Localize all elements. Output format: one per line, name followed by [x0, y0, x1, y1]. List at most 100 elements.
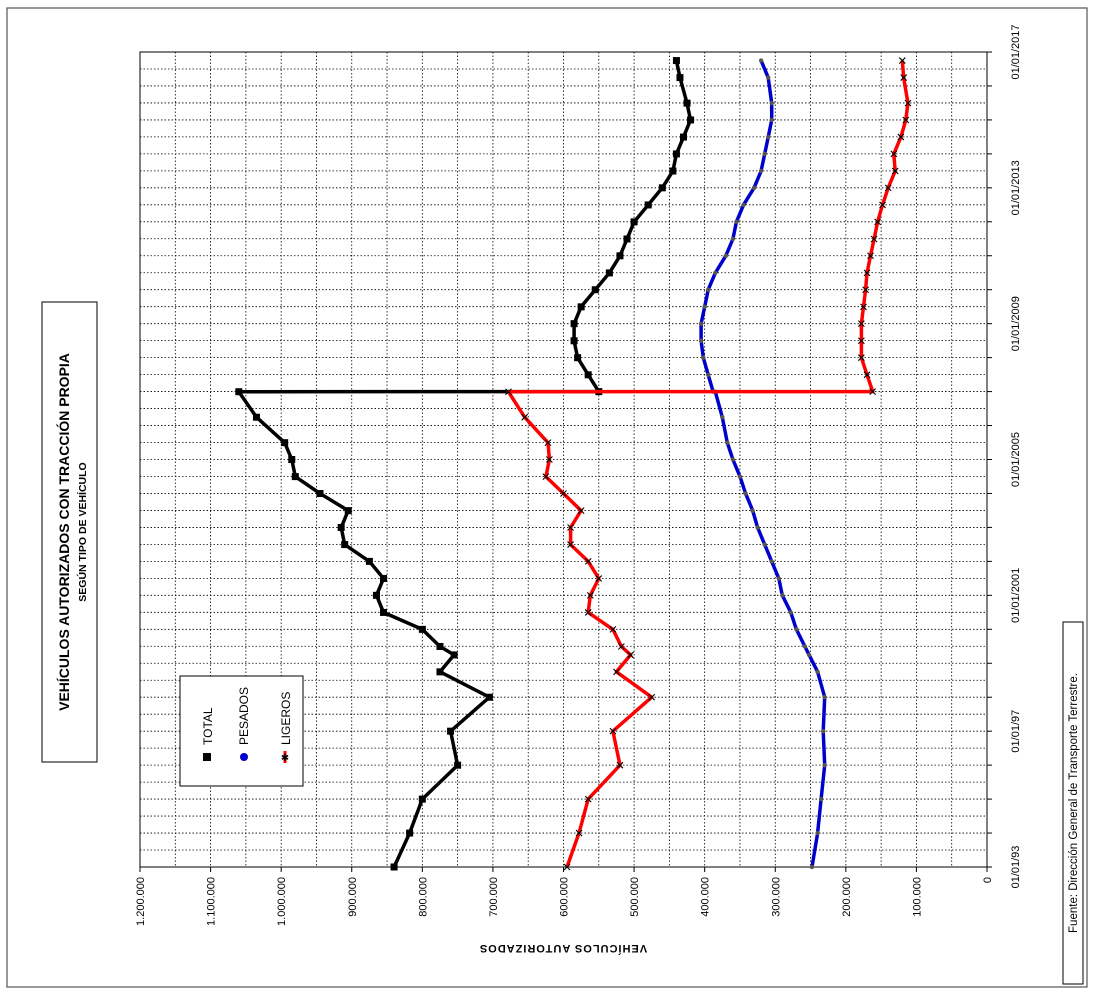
data-point	[902, 116, 910, 124]
data-point	[687, 116, 695, 124]
data-point	[863, 269, 871, 277]
series-layer	[235, 57, 912, 871]
data-point	[765, 75, 771, 80]
data-point	[806, 652, 812, 658]
data-point	[616, 761, 624, 769]
data-point	[545, 456, 553, 463]
data-point	[658, 184, 666, 192]
y-tick-label: 700.000	[488, 877, 500, 917]
data-point	[567, 541, 574, 548]
data-point	[584, 609, 592, 616]
data-point	[380, 575, 388, 583]
data-point	[769, 100, 774, 106]
chart-subtitle: SEGÚN TIPO DE VEHÍCULO	[76, 462, 89, 601]
data-point	[567, 524, 574, 531]
x-tick-label: 01/01/97	[1010, 710, 1022, 753]
data-point	[418, 795, 426, 803]
data-point	[365, 557, 373, 565]
data-point	[584, 371, 592, 379]
data-point	[669, 167, 677, 175]
data-point	[584, 795, 592, 803]
y-tick-label: 900.000	[347, 877, 359, 917]
data-point	[794, 627, 799, 632]
y-tick-label: 400.000	[700, 877, 712, 917]
data-point	[822, 695, 827, 700]
data-point	[644, 201, 652, 209]
data-point	[679, 133, 687, 141]
data-point	[705, 287, 711, 292]
series-ligeros	[505, 57, 912, 871]
data-point	[613, 668, 620, 676]
series-total	[235, 57, 695, 871]
y-tick-label: 500.000	[629, 877, 641, 917]
data-point	[750, 508, 755, 513]
data-point	[780, 593, 785, 598]
data-point	[584, 558, 592, 565]
y-tick-label: 1.000.000	[276, 877, 288, 926]
data-point	[344, 507, 352, 515]
data-point	[821, 728, 826, 734]
data-point	[891, 167, 899, 175]
data-point	[672, 57, 680, 65]
y-tick-label: 300.000	[770, 877, 782, 917]
data-point	[702, 304, 707, 310]
data-point	[485, 693, 493, 701]
data-point	[734, 219, 739, 225]
data-point	[447, 727, 455, 735]
data-point	[570, 320, 578, 328]
data-point	[904, 99, 912, 107]
y-tick-label: 200.000	[841, 877, 853, 917]
data-point	[755, 525, 760, 530]
data-point	[454, 761, 462, 769]
data-point	[809, 864, 815, 870]
data-point	[627, 651, 634, 659]
data-point	[609, 625, 617, 633]
data-point	[890, 150, 898, 158]
data-point	[884, 184, 892, 192]
data-point	[252, 413, 260, 421]
data-point	[630, 218, 638, 226]
data-point	[758, 168, 764, 174]
data-point	[857, 337, 865, 345]
data-point	[563, 863, 571, 871]
data-point	[648, 693, 656, 701]
data-point	[802, 644, 808, 649]
data-point	[860, 303, 867, 311]
data-point	[870, 235, 878, 243]
y-axis-title: VEHÍCULOS AUTORIZADOS	[479, 942, 647, 955]
legend-label-pesados: PESADOS	[237, 687, 251, 745]
data-point	[521, 413, 529, 421]
data-point	[560, 490, 567, 497]
data-point	[380, 608, 388, 616]
data-point	[743, 491, 748, 496]
data-point	[450, 651, 458, 659]
data-point	[720, 414, 725, 420]
data-point	[737, 474, 743, 479]
data-point	[863, 371, 871, 379]
data-point	[436, 642, 444, 650]
data-point	[605, 269, 613, 277]
data-point	[542, 473, 550, 480]
data-point	[701, 355, 706, 360]
data-point	[683, 99, 691, 107]
data-point	[672, 150, 680, 158]
x-tick-label: 01/01/2009	[1010, 296, 1022, 351]
source-note: Fuente: Dirección General de Transporte …	[1068, 673, 1080, 933]
data-point	[857, 320, 865, 328]
y-tick-label: 1.100.000	[206, 877, 218, 926]
title-box	[41, 301, 98, 763]
data-point	[730, 236, 736, 242]
data-point	[575, 829, 583, 837]
data-point	[617, 643, 625, 650]
data-point	[857, 354, 865, 362]
data-point	[730, 457, 736, 462]
data-point	[505, 388, 512, 396]
data-point	[390, 863, 398, 871]
legend-box	[179, 675, 304, 787]
data-point	[725, 440, 730, 445]
data-point	[765, 134, 771, 140]
legend-marker-pesados	[240, 753, 248, 761]
source-box	[1062, 621, 1084, 985]
x-tick-label: 01/01/93	[1010, 846, 1022, 889]
